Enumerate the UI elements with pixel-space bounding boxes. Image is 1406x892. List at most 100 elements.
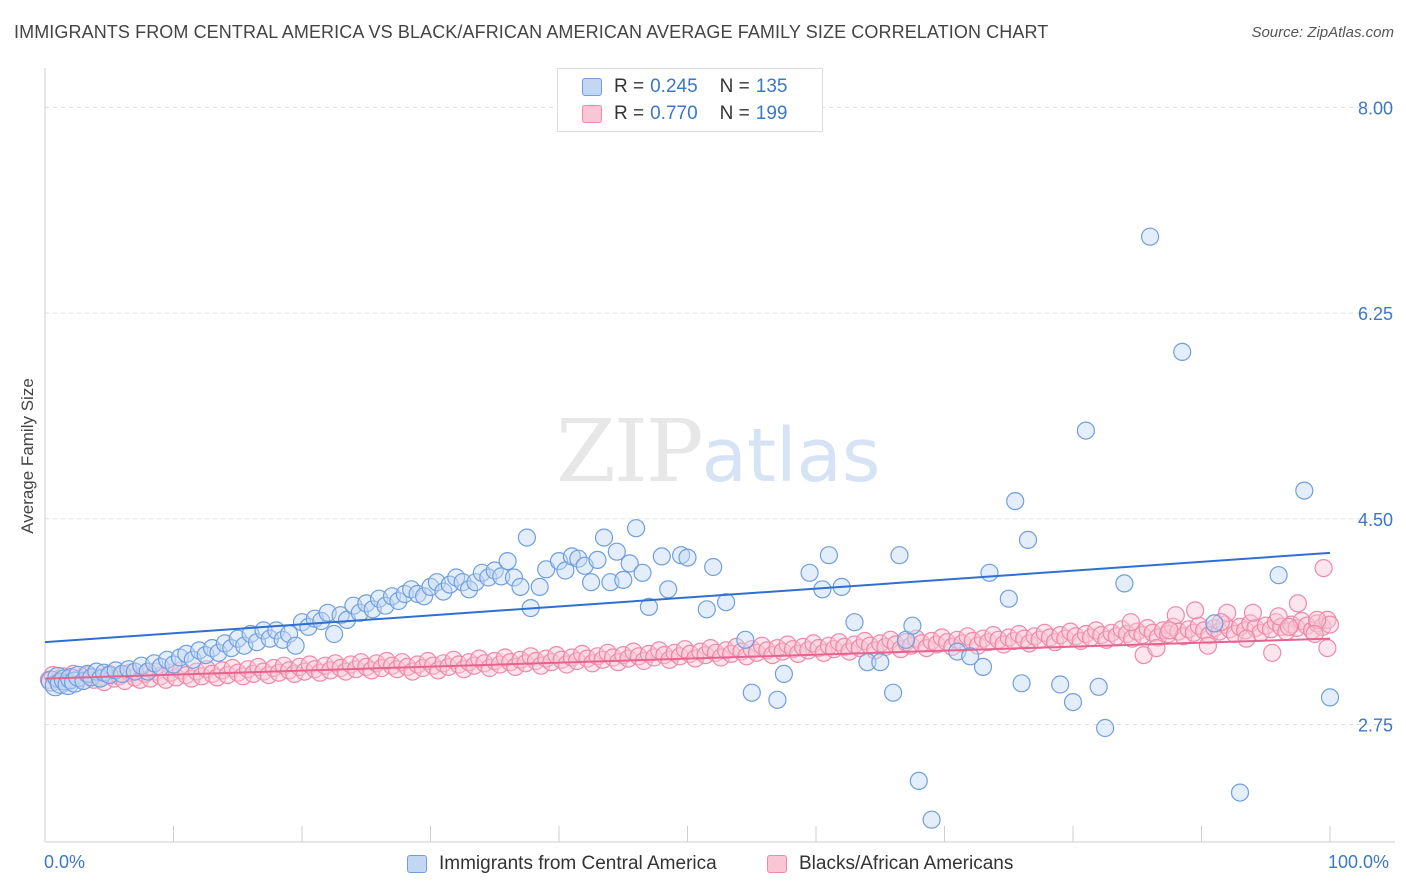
data-point: [774, 664, 794, 684]
data-point: [1147, 638, 1166, 658]
data-point: [800, 563, 819, 582]
data-point: [922, 810, 941, 829]
watermark: ZIPatlas: [556, 402, 881, 502]
trend-lines: [44, 551, 1331, 680]
data-point: [1140, 227, 1160, 246]
data-point: [453, 573, 472, 592]
y-tick-label: 8.00: [1358, 98, 1393, 118]
data-point: [517, 528, 537, 547]
data-point: [511, 577, 530, 597]
legend-row-series1: R = 0.245 N = 135: [582, 75, 787, 99]
data-point: [845, 613, 864, 632]
data-point: [434, 582, 453, 601]
x-tick-max: 100.0%: [1328, 852, 1390, 872]
data-point: [1185, 601, 1205, 620]
data-point: [1211, 613, 1230, 632]
data-point: [1166, 606, 1185, 625]
data-point: [389, 591, 408, 611]
legend: R = 0.245 N = 135 R = 0.770 N = 199: [557, 68, 823, 132]
x-tick-min: 0.0%: [44, 852, 86, 872]
chart-title: IMMIGRANTS FROM CENTRAL AMERICA VS BLACK…: [14, 22, 1049, 42]
data-point: [1230, 783, 1250, 802]
y-tick-labels: 2.75 4.50 6.25 8.00: [1358, 98, 1393, 735]
data-point: [164, 655, 183, 674]
trend-line-pink: [44, 637, 1331, 680]
data-point: [1018, 530, 1038, 550]
data-point: [1230, 617, 1250, 637]
bottom-legend-label: Immigrants from Central America: [439, 853, 717, 874]
data-point: [614, 570, 633, 590]
data-point: [742, 640, 761, 659]
data-point: [1295, 481, 1314, 500]
data-point: [331, 658, 350, 678]
data-point: [614, 645, 633, 665]
data-point: [1095, 718, 1115, 738]
data-point: [1160, 621, 1179, 640]
data-point: [665, 643, 684, 662]
y-axis-label: Average Family Size: [18, 378, 37, 534]
legend-r-label: R =: [614, 76, 645, 97]
data-point: [498, 551, 517, 571]
data-point: [1320, 688, 1340, 707]
data-point: [973, 629, 993, 648]
data-point: [460, 580, 479, 599]
bottom-legend-series2: Blacks/African Americans: [767, 852, 1013, 876]
data-point: [633, 563, 652, 582]
data-point: [1051, 625, 1070, 645]
data-point: [357, 657, 376, 677]
data-point: [1063, 692, 1083, 712]
data-point: [530, 577, 549, 597]
data-point: [697, 600, 716, 619]
legend-r-label: R =: [614, 103, 645, 124]
data-point: [408, 655, 427, 674]
data-point: [961, 647, 980, 666]
data-point: [415, 587, 434, 606]
data-point: [639, 597, 659, 617]
data-point: [1121, 613, 1140, 632]
data-point: [871, 653, 890, 672]
data-point: [492, 567, 511, 586]
data-point: [626, 519, 646, 538]
legend-row-series2: R = 0.770 N = 199: [582, 102, 787, 126]
data-point: [434, 654, 453, 673]
data-point: [678, 548, 697, 567]
blue-series-points: [40, 227, 1340, 829]
data-point: [736, 630, 755, 649]
data-point: [652, 547, 671, 566]
data-point: [1256, 616, 1275, 635]
data-point: [588, 550, 607, 570]
y-tick-label: 2.75: [1358, 715, 1393, 735]
data-point: [768, 690, 787, 709]
axes: [44, 68, 1395, 843]
data-point: [716, 593, 736, 612]
data-point: [1025, 627, 1044, 646]
data-point: [1279, 617, 1299, 637]
data-point: [1153, 621, 1173, 640]
source-credit: Source: ZipAtlas.com: [1251, 24, 1394, 41]
data-point: [1089, 677, 1108, 696]
data-point: [1263, 643, 1282, 662]
data-point: [594, 528, 614, 547]
legend-n-value: 199: [755, 103, 788, 124]
data-point: [883, 683, 903, 702]
data-point: [890, 546, 909, 565]
pink-series-points: [39, 558, 1340, 692]
data-point: [659, 580, 678, 599]
bottom-legend-label: Blacks/African Americans: [799, 853, 1014, 874]
y-tick-label: 4.50: [1358, 510, 1393, 530]
data-point: [325, 624, 344, 644]
data-point: [922, 631, 941, 651]
data-point: [999, 589, 1018, 608]
data-point: [1128, 622, 1147, 641]
data-point: [716, 641, 736, 660]
data-point: [504, 568, 524, 587]
data-point: [607, 542, 626, 561]
data-point: [1308, 610, 1327, 630]
legend-n-value: 135: [755, 76, 788, 97]
data-point: [537, 560, 556, 579]
data-point: [479, 568, 498, 587]
data-point: [980, 563, 999, 582]
bottom-legend-swatch-pink: [767, 855, 787, 873]
data-point: [691, 642, 710, 661]
data-point: [1269, 566, 1288, 585]
